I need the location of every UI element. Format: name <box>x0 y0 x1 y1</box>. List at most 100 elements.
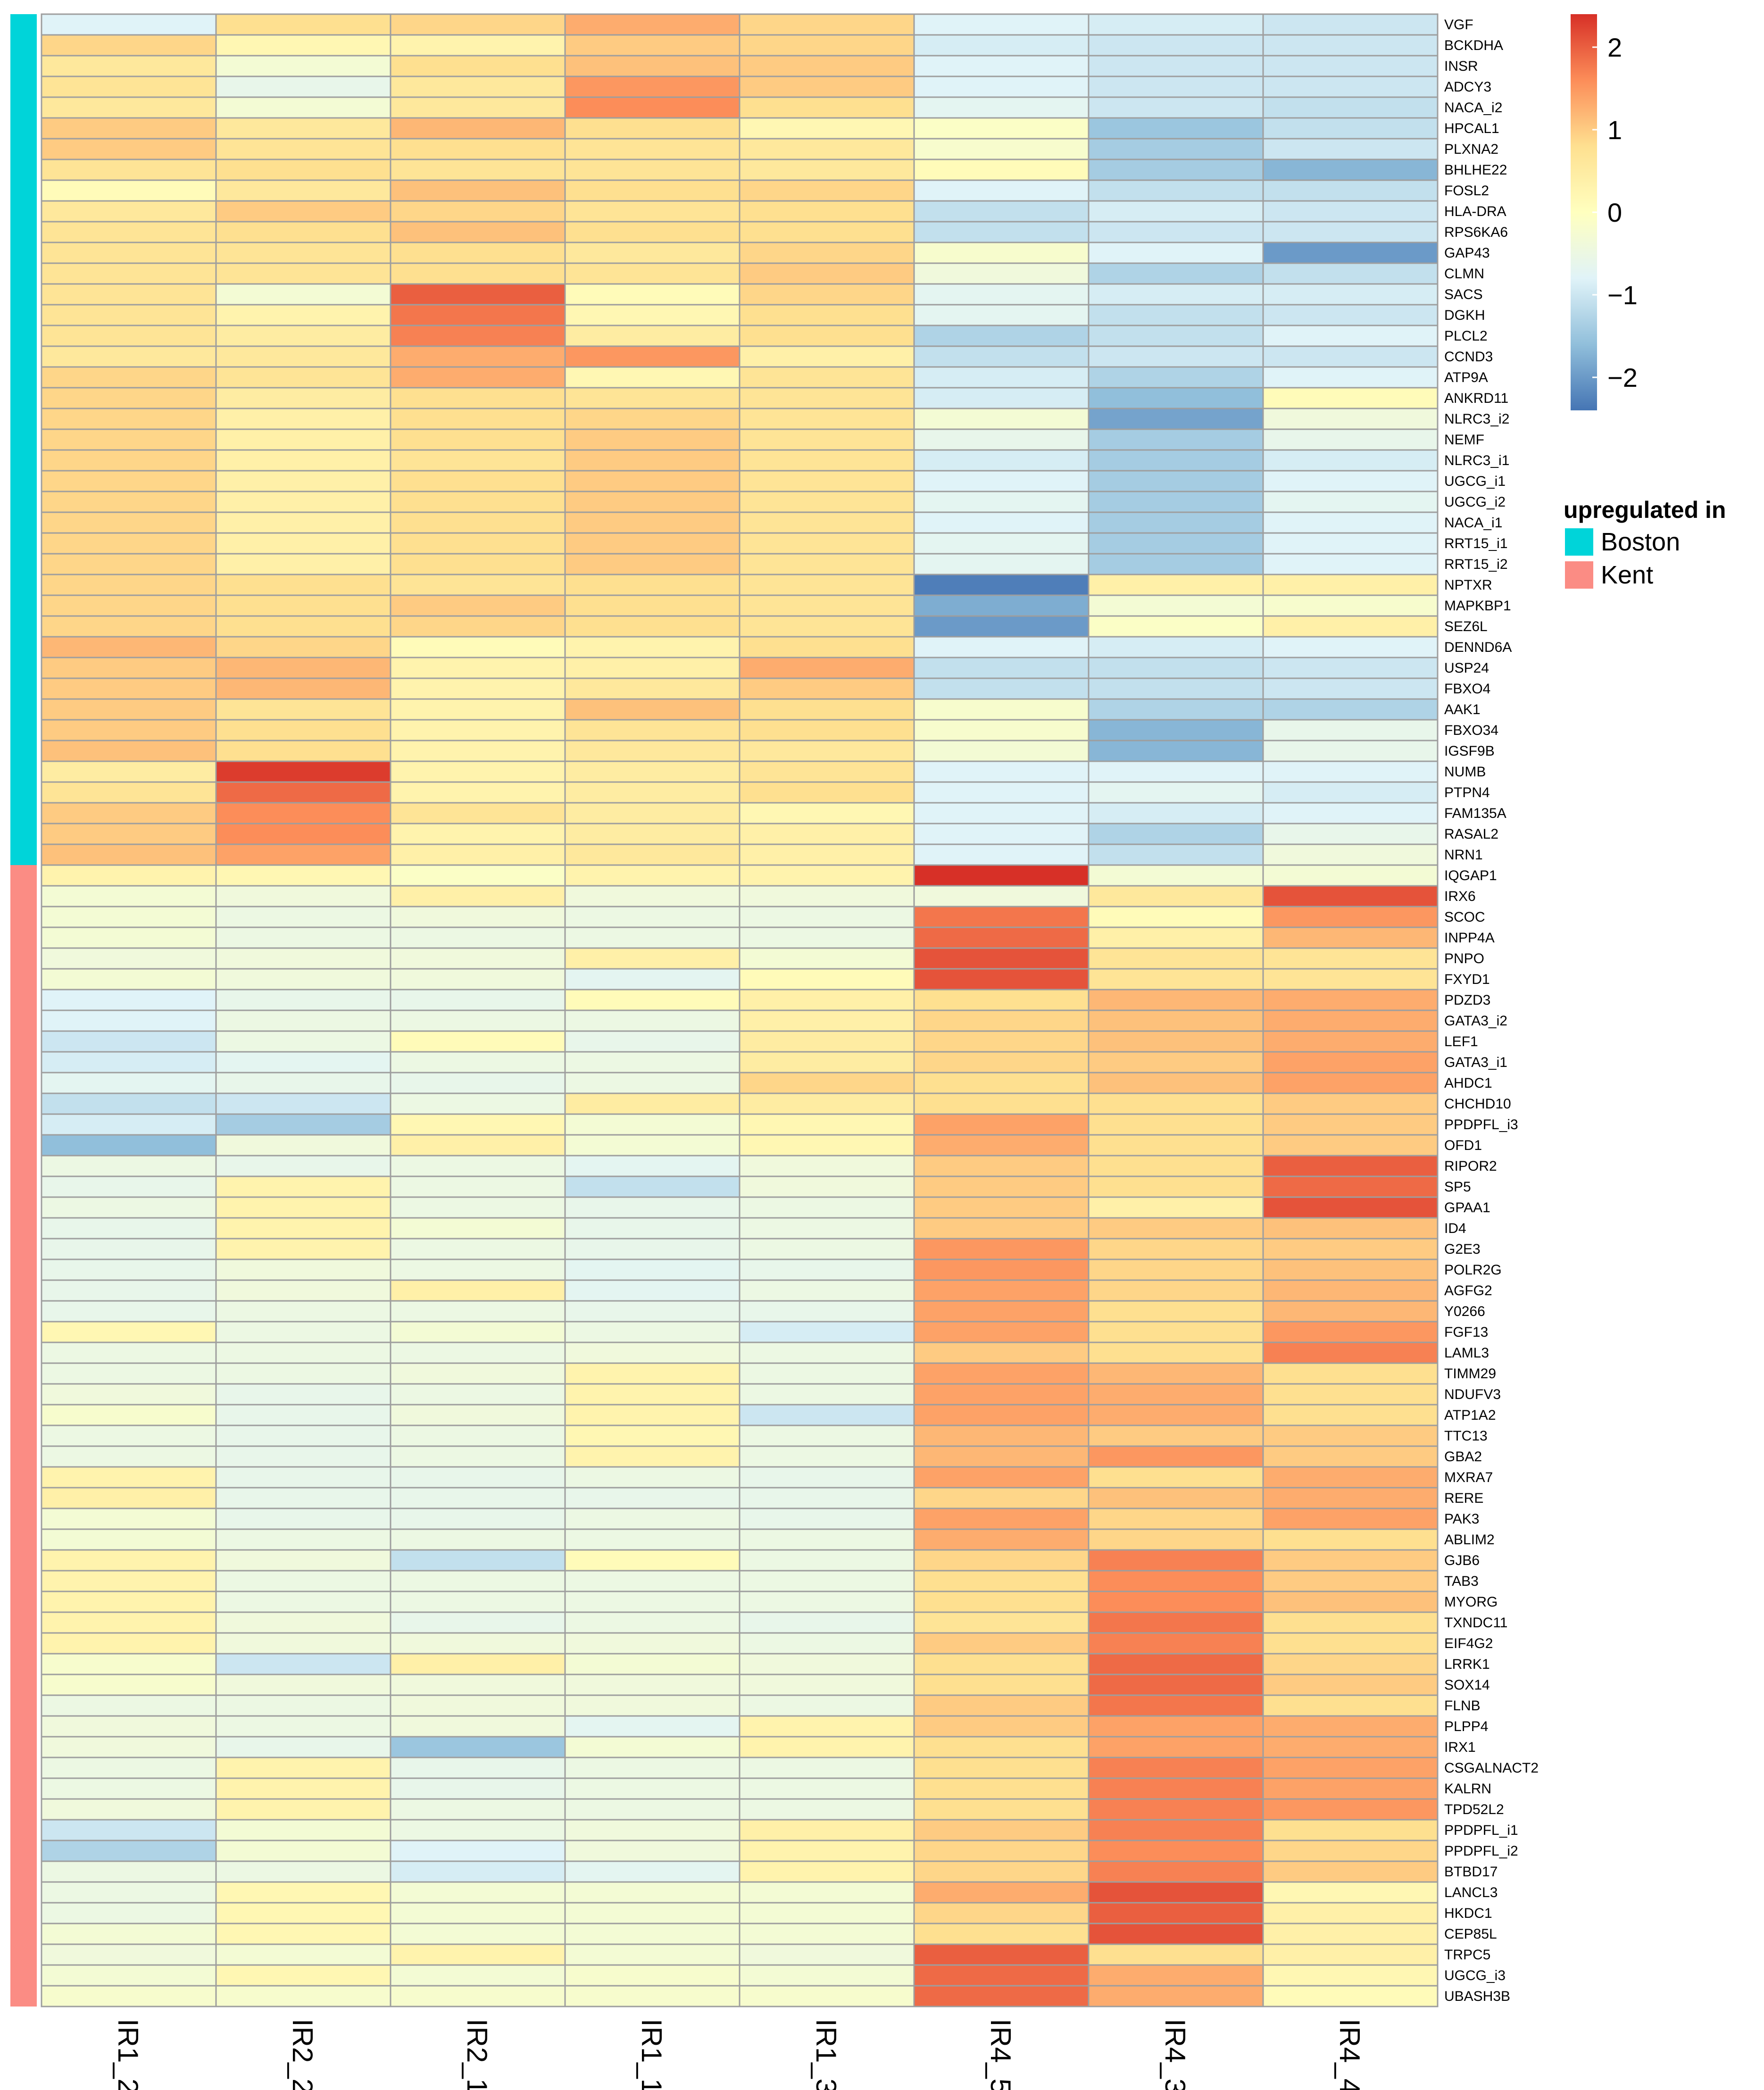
heatmap-cell <box>1088 1943 1264 1966</box>
heatmap-cell <box>215 1757 391 1779</box>
heatmap-cell <box>913 117 1090 140</box>
heatmap-cell <box>1088 719 1264 741</box>
heatmap-cell <box>913 1487 1090 1509</box>
heatmap-cell <box>1262 947 1439 970</box>
heatmap-cell <box>1262 179 1439 202</box>
heatmap-cell <box>390 885 566 908</box>
gene-label: INPP4A <box>1444 930 1495 946</box>
heatmap-cell <box>1262 760 1439 783</box>
heatmap-cell <box>215 1217 391 1240</box>
heatmap-cell <box>913 304 1090 326</box>
gene-label: IRX6 <box>1444 889 1476 904</box>
heatmap-cell <box>739 1902 915 1924</box>
heatmap-cell <box>913 1694 1090 1717</box>
heatmap-cell <box>215 13 391 36</box>
heatmap-cell <box>390 615 566 638</box>
heatmap-cell <box>913 1404 1090 1426</box>
heatmap-cell <box>913 96 1090 119</box>
heatmap-cell <box>390 1445 566 1468</box>
gene-label: FBXO34 <box>1444 723 1498 738</box>
heatmap-cell <box>1262 843 1439 866</box>
heatmap-cell <box>390 760 566 783</box>
heatmap-cell <box>1088 926 1264 949</box>
heatmap-cell <box>739 1113 915 1136</box>
heatmap-cell <box>564 1383 741 1406</box>
sample-label: IR2_2 <box>287 2019 318 2090</box>
heatmap-cell <box>215 1694 391 1717</box>
gene-label: FBXO4 <box>1444 681 1490 697</box>
heatmap-cell <box>564 1611 741 1634</box>
heatmap-cell <box>739 926 915 949</box>
heatmap-cell <box>913 553 1090 575</box>
heatmap-cell <box>215 1155 391 1177</box>
heatmap-cell <box>913 968 1090 991</box>
gene-label: SOX14 <box>1444 1677 1490 1693</box>
heatmap-cell <box>913 55 1090 77</box>
heatmap-cell <box>215 1777 391 1800</box>
heatmap-cell <box>564 138 741 160</box>
heatmap-cell <box>390 1507 566 1530</box>
heatmap-cell <box>41 1860 217 1883</box>
heatmap-cell <box>564 1155 741 1177</box>
heatmap-cell <box>913 615 1090 638</box>
heatmap-cell <box>41 408 217 430</box>
heatmap-cell <box>41 1777 217 1800</box>
heatmap-cell <box>215 325 391 347</box>
gene-label: FAM135A <box>1444 806 1506 821</box>
heatmap-cell <box>215 1072 391 1094</box>
heatmap-cell <box>564 1840 741 1862</box>
heatmap-cell <box>1088 1404 1264 1426</box>
heatmap-cell <box>1088 864 1264 887</box>
heatmap-cell <box>913 325 1090 347</box>
heatmap-cell <box>739 325 915 347</box>
heatmap-cell <box>390 636 566 658</box>
heatmap-cell <box>1262 241 1439 264</box>
heatmap-cell <box>41 491 217 513</box>
heatmap-cell <box>1088 947 1264 970</box>
heatmap-cell <box>564 75 741 98</box>
heatmap-cell <box>564 760 741 783</box>
heatmap-cell <box>1088 989 1264 1011</box>
heatmap-cell <box>739 1674 915 1696</box>
heatmap-cell <box>1262 1279 1439 1302</box>
heatmap-cell <box>739 947 915 970</box>
heatmap-cell <box>739 1819 915 1841</box>
gene-label: CLMN <box>1444 266 1484 282</box>
heatmap-cell <box>913 1196 1090 1219</box>
heatmap-cell <box>1088 1549 1264 1572</box>
heatmap-cell <box>41 1424 217 1447</box>
gene-label: LRRK1 <box>1444 1657 1490 1672</box>
heatmap-cell <box>913 1507 1090 1530</box>
heatmap-cell <box>41 1736 217 1758</box>
heatmap-cell <box>1262 1881 1439 1904</box>
heatmap-cell <box>215 781 391 804</box>
heatmap-cell <box>564 13 741 36</box>
heatmap-cell <box>215 117 391 140</box>
heatmap-cell <box>913 1300 1090 1323</box>
heatmap-cell <box>390 1238 566 1260</box>
heatmap-cell <box>739 698 915 721</box>
heatmap-cell <box>739 1072 915 1094</box>
gene-label: ABLIM2 <box>1444 1532 1495 1548</box>
heatmap-cell <box>390 96 566 119</box>
gene-label: NPTXR <box>1444 577 1492 593</box>
heatmap-cell <box>1088 117 1264 140</box>
heatmap-cell <box>739 1341 915 1364</box>
heatmap-cell <box>215 740 391 762</box>
heatmap-cell <box>739 1321 915 1343</box>
heatmap-cell <box>1262 1507 1439 1530</box>
heatmap-cell <box>913 1777 1090 1800</box>
heatmap-cell <box>913 1072 1090 1094</box>
heatmap-cell <box>390 740 566 762</box>
heatmap-cell <box>215 1985 391 2007</box>
heatmap-cell <box>390 1985 566 2007</box>
heatmap-cell <box>739 1653 915 1675</box>
gene-label: RIPOR2 <box>1444 1158 1497 1174</box>
heatmap-cell <box>1088 200 1264 223</box>
heatmap-cell <box>913 345 1090 368</box>
heatmap-cell <box>215 1341 391 1364</box>
heatmap-cell <box>390 1072 566 1094</box>
heatmap-cell <box>390 345 566 368</box>
heatmap-cell <box>41 1487 217 1509</box>
